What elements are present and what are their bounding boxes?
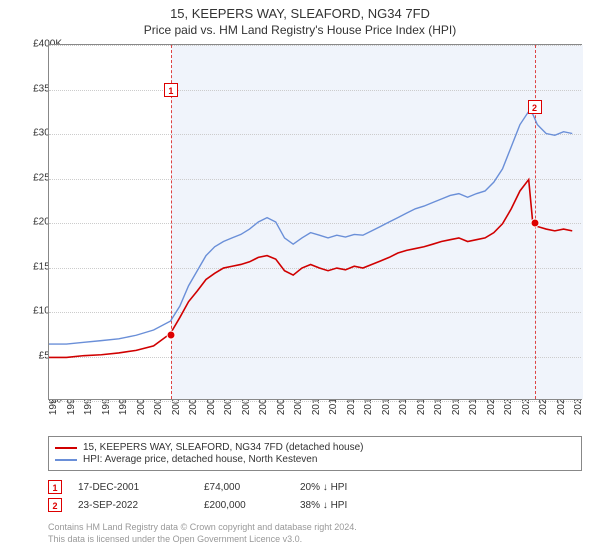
- chart-marker-label: 2: [528, 100, 542, 114]
- legend-item: HPI: Average price, detached house, Nort…: [55, 454, 575, 465]
- chart-marker-dot: [166, 331, 175, 340]
- footer-line: Contains HM Land Registry data © Crown c…: [48, 522, 582, 534]
- footer-line: This data is licensed under the Open Gov…: [48, 534, 582, 546]
- chart-container: 15, KEEPERS WAY, SLEAFORD, NG34 7FD Pric…: [0, 0, 600, 560]
- title-block: 15, KEEPERS WAY, SLEAFORD, NG34 7FD Pric…: [0, 0, 600, 39]
- legend-label: 15, KEEPERS WAY, SLEAFORD, NG34 7FD (det…: [83, 442, 364, 453]
- event-row: 2 23-SEP-2022 £200,000 38% ↓ HPI: [48, 498, 582, 512]
- event-pct: 38% ↓ HPI: [300, 500, 400, 511]
- chart-marker-label: 1: [164, 83, 178, 97]
- footer-attribution: Contains HM Land Registry data © Crown c…: [48, 522, 582, 545]
- chart-marker-dot: [530, 219, 539, 228]
- event-marker-box: 2: [48, 498, 62, 512]
- event-marker-box: 1: [48, 480, 62, 494]
- chart-title: 15, KEEPERS WAY, SLEAFORD, NG34 7FD: [0, 6, 600, 21]
- event-row: 1 17-DEC-2001 £74,000 20% ↓ HPI: [48, 480, 582, 494]
- legend-item: 15, KEEPERS WAY, SLEAFORD, NG34 7FD (det…: [55, 442, 575, 453]
- event-date: 17-DEC-2001: [78, 482, 188, 493]
- legend-label: HPI: Average price, detached house, Nort…: [83, 454, 317, 465]
- event-pct: 20% ↓ HPI: [300, 482, 400, 493]
- event-price: £200,000: [204, 500, 284, 511]
- event-price: £74,000: [204, 482, 284, 493]
- legend-swatch: [55, 459, 77, 461]
- chart-subtitle: Price paid vs. HM Land Registry's House …: [0, 23, 600, 37]
- event-date: 23-SEP-2022: [78, 500, 188, 511]
- legend-box: 15, KEEPERS WAY, SLEAFORD, NG34 7FD (det…: [48, 436, 582, 471]
- legend-swatch: [55, 447, 77, 449]
- plot-area: 12: [48, 44, 582, 400]
- events-table: 1 17-DEC-2001 £74,000 20% ↓ HPI 2 23-SEP…: [48, 476, 582, 516]
